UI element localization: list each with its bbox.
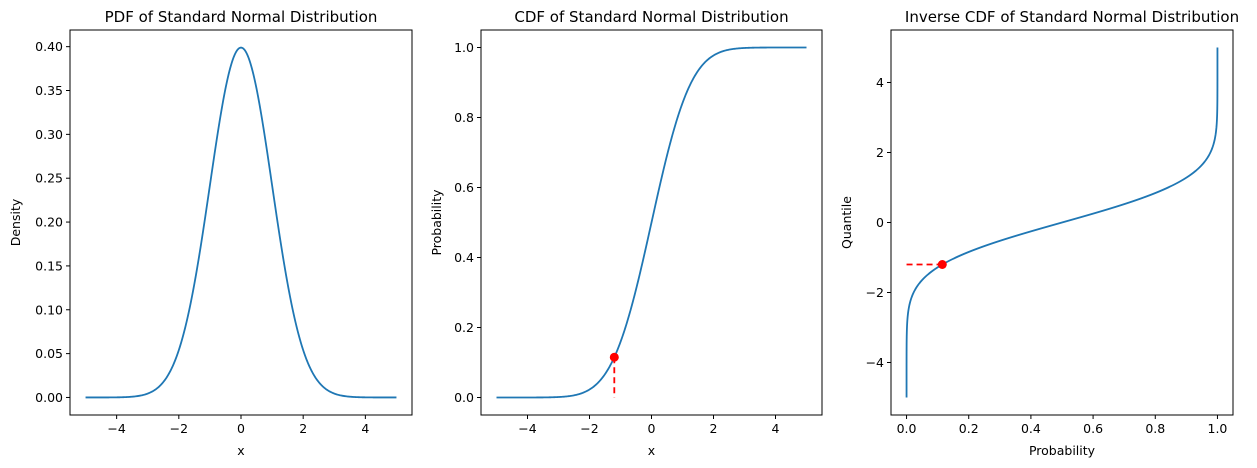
x-tick-label: 0.0 [897,421,917,436]
cdf-panel: −4 −2 0 2 4 0.0 0.2 0.4 0.6 0.8 1.0 CDF of Standard… [429,8,823,458]
y-tick-label: 0.00 [35,390,63,405]
x-tick-label: 0 [648,421,656,436]
y-axis-label: Quantile [839,196,854,249]
x-axis-label: Probability [1029,443,1096,458]
x-tick-label: 1.0 [1208,421,1228,436]
y-tick-label: 0.2 [454,320,474,335]
y-tick-label: 0.40 [35,39,63,54]
x-tick-label: 0 [237,421,245,436]
inverse-cdf-panel: 0.0 0.2 0.4 0.6 0.8 1.0 −4 −2 0 2 4 Inverse CDF of … [839,8,1239,458]
x-tick-label: 4 [772,421,780,436]
x-tick-label: −4 [107,421,125,436]
axes-frame [69,29,413,416]
x-tick-label: −2 [170,421,188,436]
x-axis-label: x [237,443,244,458]
x-tick-label: 2 [299,421,307,436]
x-tick-label: 0.2 [959,421,979,436]
y-tick-label: 0.05 [35,346,63,361]
series-line-ppf [905,47,1219,398]
chart-title: Inverse CDF of Standard Normal Distribut… [905,8,1239,26]
y-tick-label: 0.20 [35,215,63,230]
y-tick-label: 0.35 [35,83,63,98]
y-tick-label: 4 [876,75,884,90]
x-tick-label: 0.6 [1083,421,1103,436]
pdf-panel: −4 −2 0 2 4 0.00 0.05 0.10 0.15 0.20 0.25 0.30 0.35 0… [8,8,413,458]
x-axis-label: x [648,443,655,458]
y-tick-label: 0.30 [35,127,63,142]
x-tick-label: 4 [361,421,369,436]
y-tick-label: 0.25 [35,171,63,186]
x-tick-label: 0.8 [1145,421,1165,436]
y-tick-label: 0.4 [454,250,474,265]
chart-title: CDF of Standard Normal Distribution [514,8,788,26]
y-tick-label: 2 [876,145,884,160]
y-tick-label: 0.0 [454,390,474,405]
x-tick-label: 0.4 [1021,421,1041,436]
y-tick-label: 0.8 [454,110,474,125]
y-tick-label: 0 [876,215,884,230]
y-tick-label: 0.6 [454,180,474,195]
chart-title: PDF of Standard Normal Distribution [105,8,378,26]
marker-point [609,352,619,362]
y-axis-label: Probability [429,189,444,256]
series-line-pdf [85,46,397,399]
x-tick-label: −2 [580,421,598,436]
y-axis-label: Density [8,198,23,246]
y-tick-label: 0.15 [35,258,63,273]
x-tick-label: −4 [518,421,536,436]
x-tick-label: 2 [710,421,718,436]
y-tick-label: −2 [866,285,884,300]
y-tick-label: 1.0 [454,40,474,55]
marker-point [937,260,947,269]
series-line-cdf [496,46,807,399]
y-tick-label: 0.10 [35,302,63,317]
y-tick-label: −4 [866,355,884,370]
